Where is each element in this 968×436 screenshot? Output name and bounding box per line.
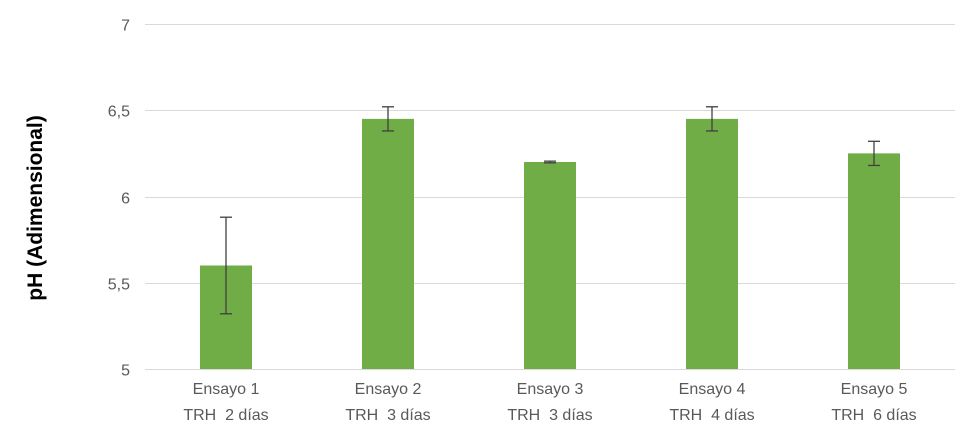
x-category-label-line: Ensayo 3 <box>517 381 584 398</box>
bar <box>524 162 576 369</box>
x-category-label: Ensayo 3 TRH 3 días <box>507 381 592 424</box>
error-bar <box>868 140 880 167</box>
error-bars <box>220 106 880 315</box>
x-category-label-line: TRH 3 días <box>507 407 592 424</box>
y-tick-label: 5 <box>121 363 130 380</box>
error-bar <box>220 216 232 315</box>
y-tick-label: 6,5 <box>108 104 130 121</box>
x-category-label-line: TRH 6 días <box>831 407 916 424</box>
error-bar <box>706 106 718 132</box>
bars <box>200 118 900 369</box>
x-category-label: Ensayo 2 TRH 3 días <box>345 381 430 424</box>
x-category-label-line: Ensayo 2 <box>355 381 422 398</box>
x-category-label: Ensayo 5 TRH 6 días <box>831 381 916 424</box>
bar <box>848 153 900 369</box>
y-tick-label: 6 <box>121 191 130 208</box>
x-category-label: Ensayo 4 TRH 4 días <box>669 381 754 424</box>
x-category-label-line: TRH 4 días <box>669 407 754 424</box>
bar <box>686 118 738 369</box>
x-category-label: Ensayo 1 TRH 2 días <box>183 381 268 424</box>
x-category-label-line: Ensayo 1 <box>193 381 260 398</box>
x-category-label-line: Ensayo 5 <box>841 381 908 398</box>
x-category-label-line: TRH 3 días <box>345 407 430 424</box>
bar <box>362 118 414 369</box>
x-category-label-line: Ensayo 4 <box>679 381 746 398</box>
x-category-label-line: TRH 2 días <box>183 407 268 424</box>
y-axis-ticks: 5 5,5 6 6,5 7 <box>108 18 130 380</box>
error-bar <box>382 106 394 132</box>
y-tick-label: 7 <box>121 18 130 35</box>
y-tick-label: 5,5 <box>108 277 130 294</box>
y-axis-title: pH (Adimensional) <box>24 115 47 301</box>
error-bar <box>544 160 556 164</box>
